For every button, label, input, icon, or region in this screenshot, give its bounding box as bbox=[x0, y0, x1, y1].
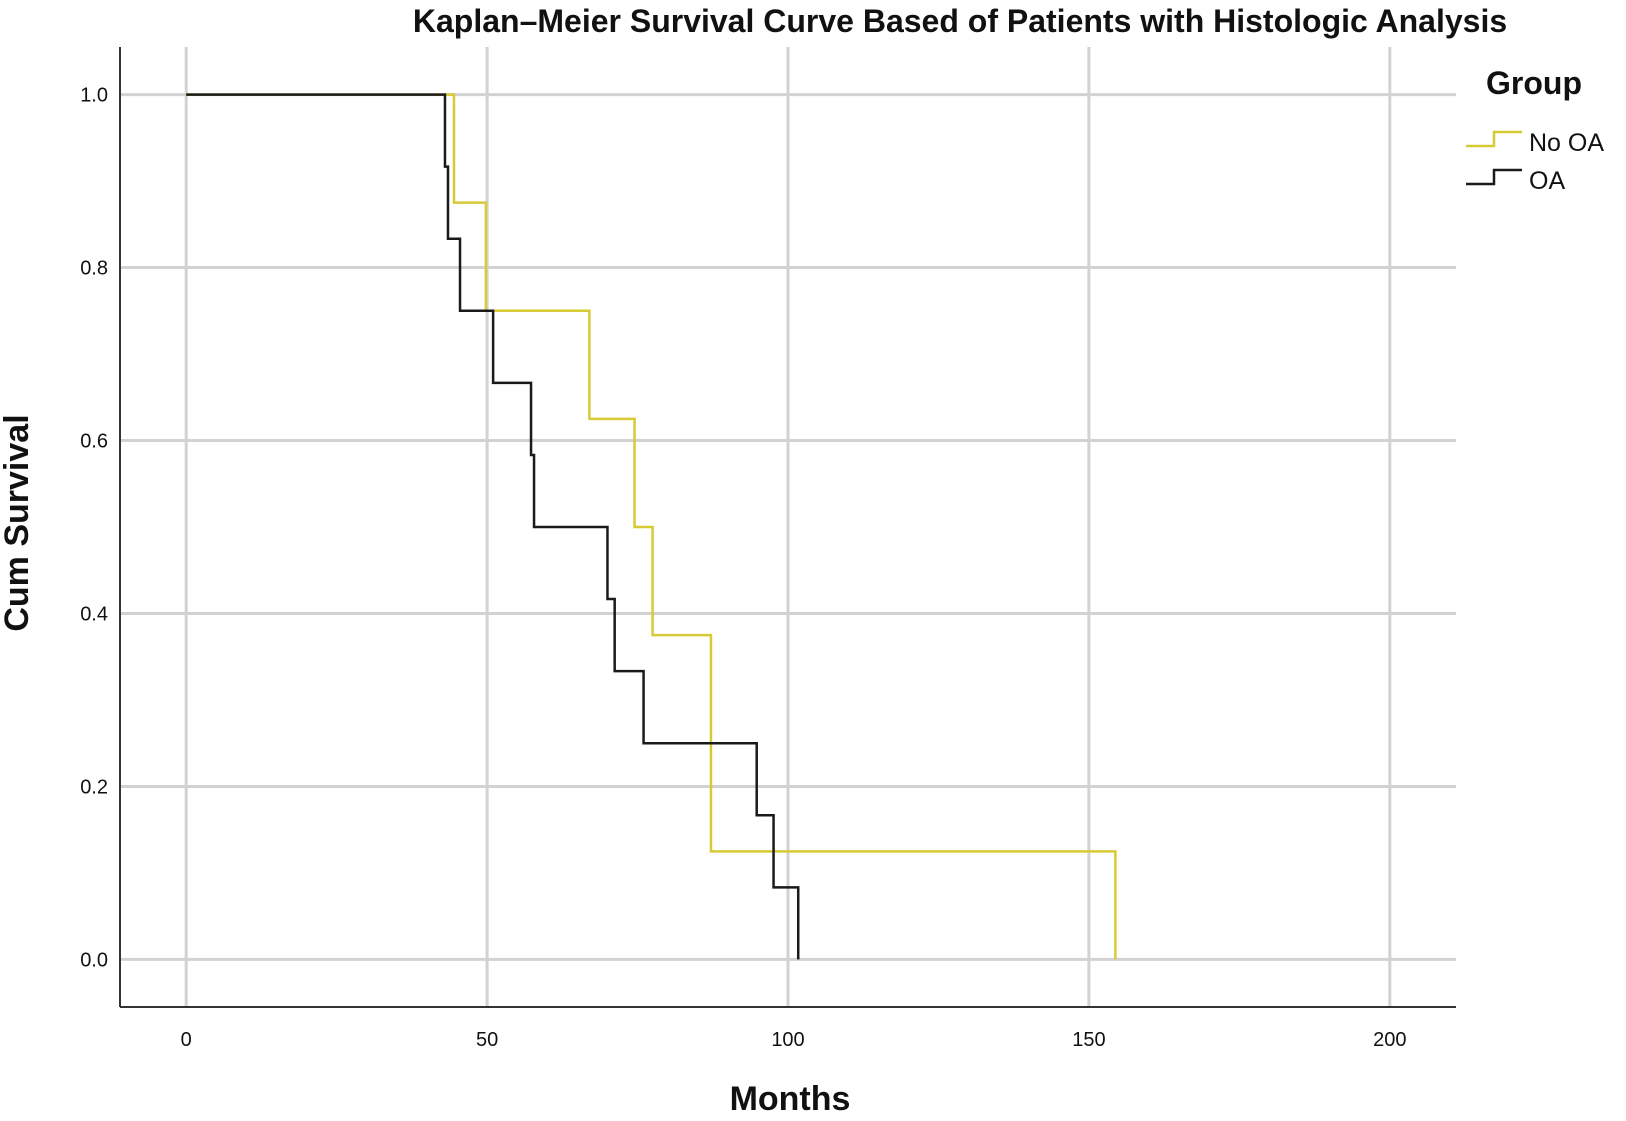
legend-symbol bbox=[1466, 168, 1522, 186]
legend-title: Group bbox=[1486, 65, 1582, 101]
x-axis-title: Months bbox=[730, 1080, 851, 1116]
y-tick-label: 0.8 bbox=[80, 258, 108, 280]
y-tick-label: 0.2 bbox=[80, 776, 108, 798]
y-axis-title: Cum Survival bbox=[0, 414, 36, 631]
legend: Group No OA OA bbox=[1466, 65, 1604, 195]
y-tick-label: 0.0 bbox=[80, 949, 108, 971]
legend-symbol bbox=[1466, 130, 1522, 148]
legend-items: No OA OA bbox=[1466, 129, 1604, 195]
y-tick-label: 0.6 bbox=[80, 431, 108, 453]
series-line-no-oa bbox=[186, 93, 1117, 960]
x-tick-label: 50 bbox=[476, 1029, 498, 1051]
series-lines bbox=[186, 93, 1117, 960]
x-tick-label: 0 bbox=[181, 1029, 192, 1051]
x-tick-label: 100 bbox=[771, 1029, 804, 1051]
x-tick-label: 150 bbox=[1072, 1029, 1105, 1051]
y-tick-label: 0.4 bbox=[80, 603, 108, 625]
legend-label: No OA bbox=[1529, 129, 1604, 157]
axes: 0 50 100 150 200 0.0 0.2 0.4 0.6 0.8 1.0 bbox=[80, 47, 1456, 1051]
series-line-oa bbox=[186, 93, 800, 960]
grid-lines bbox=[120, 47, 1456, 1007]
chart-title: Kaplan–Meier Survival Curve Based of Pat… bbox=[413, 3, 1507, 39]
x-tick-label: 200 bbox=[1373, 1029, 1406, 1051]
y-tick-label: 1.0 bbox=[80, 85, 108, 107]
legend-label: OA bbox=[1529, 167, 1565, 195]
